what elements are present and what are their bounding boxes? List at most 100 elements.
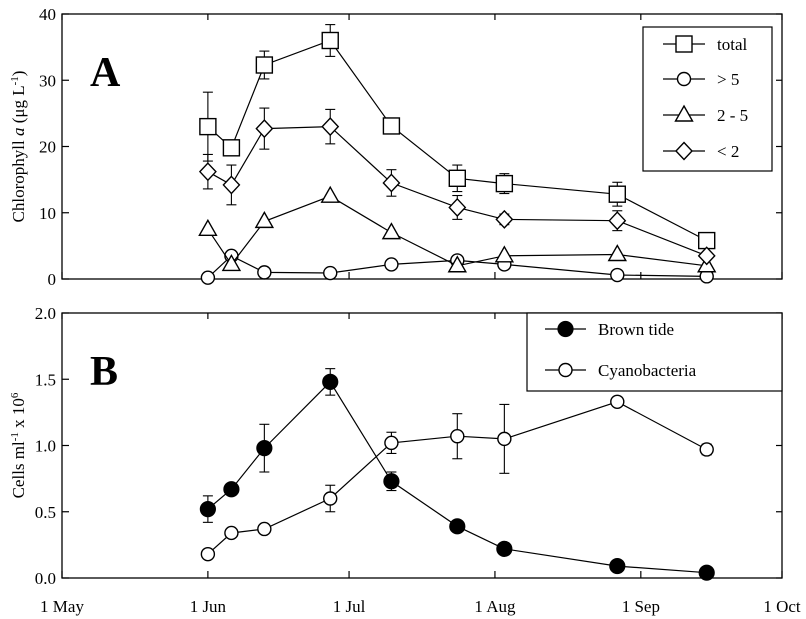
data-point xyxy=(257,265,272,280)
y-tick-label-a: 40 xyxy=(39,5,56,24)
x-tick-label: 1 Aug xyxy=(474,597,516,616)
legend-box xyxy=(642,26,773,172)
data-point xyxy=(382,173,401,193)
data-point xyxy=(199,501,216,518)
data-point xyxy=(322,373,339,390)
y-axis-title-part: Cells ml xyxy=(9,441,28,498)
data-point xyxy=(199,117,217,136)
data-point xyxy=(256,440,273,457)
legend-a: total > 5 2 - 5 < 2 xyxy=(642,26,773,172)
data-point xyxy=(200,546,216,562)
data-point xyxy=(450,429,465,444)
data-point xyxy=(607,244,627,262)
y-tick-label-b: 0.5 xyxy=(35,503,56,522)
data-point xyxy=(198,218,218,237)
y-axis-title-part: x 10 xyxy=(9,398,28,432)
data-point xyxy=(697,246,716,266)
legend-label: total xyxy=(717,35,747,54)
legend-marker xyxy=(558,362,573,378)
legend-marker xyxy=(676,71,692,87)
x-tick-label: 1 May xyxy=(40,597,84,616)
data-point xyxy=(497,431,512,447)
y-tick-label-b: 1.0 xyxy=(35,437,56,456)
y-axis-title-part: 6 xyxy=(9,392,21,398)
data-point xyxy=(699,442,714,457)
data-point xyxy=(223,481,240,498)
data-point xyxy=(321,117,340,137)
y-tick-label-b: 0.0 xyxy=(35,569,56,588)
y-tick-label-a: 30 xyxy=(39,71,56,90)
x-tick-label: 1 Sep xyxy=(622,597,660,616)
data-point xyxy=(610,394,625,409)
data-point xyxy=(698,231,716,250)
legend-b: Brown tide Cyanobacteria xyxy=(526,312,783,392)
y-axis-title-part: -1 xyxy=(9,432,21,441)
data-point xyxy=(383,473,400,490)
legend-label: Brown tide xyxy=(598,320,674,339)
data-point xyxy=(609,557,626,575)
legend-label: 2 - 5 xyxy=(717,106,748,125)
series-b-0 xyxy=(199,368,715,581)
panel-b: 0.0 0.5 1.0 1.5 2.0 1 May 1 Jun 1 Jul 1 Aug 1 Sep… xyxy=(9,304,801,616)
y-axis-title-part: (μg L xyxy=(9,85,28,127)
data-point xyxy=(224,525,239,541)
legend-label: < 2 xyxy=(717,142,739,161)
data-point xyxy=(610,267,625,283)
data-point xyxy=(198,162,217,182)
y-axis-title-part: -1 xyxy=(9,76,21,85)
data-point xyxy=(608,211,627,231)
data-point xyxy=(321,31,339,50)
data-point xyxy=(496,540,513,557)
data-point xyxy=(320,185,340,203)
data-point xyxy=(222,175,241,195)
data-point xyxy=(448,169,466,188)
data-point xyxy=(384,257,399,272)
y-axis-title-part: ) xyxy=(9,71,28,77)
legend-label: > 5 xyxy=(717,70,739,89)
data-point xyxy=(698,564,715,581)
data-point xyxy=(449,518,466,535)
data-point xyxy=(381,222,402,240)
series-a-3 xyxy=(198,107,716,266)
x-tick-label: 1 Oct xyxy=(763,597,801,616)
x-tick-label: 1 Jun xyxy=(190,597,227,616)
data-point xyxy=(494,245,515,263)
y-tick-label-b: 1.5 xyxy=(35,370,56,389)
series-b-1 xyxy=(200,394,714,562)
data-point xyxy=(323,491,338,506)
legend-marker xyxy=(674,104,694,122)
data-point xyxy=(255,119,274,139)
series-a-2 xyxy=(198,185,717,273)
data-point xyxy=(200,270,216,285)
x-tick-label: 1 Jul xyxy=(333,597,366,616)
data-point xyxy=(495,174,514,193)
data-point xyxy=(447,255,467,273)
data-point xyxy=(222,139,241,157)
y-axis-title-b: Cells ml-1 x 106 xyxy=(9,392,28,498)
legend-marker xyxy=(675,141,693,161)
data-point xyxy=(608,185,626,203)
panel-a: 0 10 20 30 40 A Chlorophyll a (μg L-1) total > 5… xyxy=(9,5,783,289)
y-axis-title-a: Chlorophyll a (μg L-1) xyxy=(9,71,28,223)
y-tick-label-b: 2.0 xyxy=(35,304,56,323)
data-point xyxy=(384,435,399,451)
legend-marker xyxy=(675,35,693,53)
y-axis-title-part: Chlorophyll xyxy=(9,136,28,222)
data-point xyxy=(448,197,467,217)
data-point xyxy=(257,521,272,537)
y-tick-label-a: 20 xyxy=(39,138,56,157)
legend-marker xyxy=(557,320,574,338)
y-tick-label-a: 0 xyxy=(48,270,57,289)
data-point xyxy=(323,265,338,281)
data-point xyxy=(255,56,274,74)
data-point xyxy=(254,210,275,229)
data-point xyxy=(382,117,401,135)
series-a-0 xyxy=(199,24,716,250)
panel-label-b: B xyxy=(90,349,118,395)
data-point xyxy=(495,209,514,229)
legend-label: Cyanobacteria xyxy=(598,361,697,380)
panel-label-a: A xyxy=(90,50,121,96)
data-point xyxy=(221,254,242,272)
y-tick-label-a: 10 xyxy=(39,204,56,223)
